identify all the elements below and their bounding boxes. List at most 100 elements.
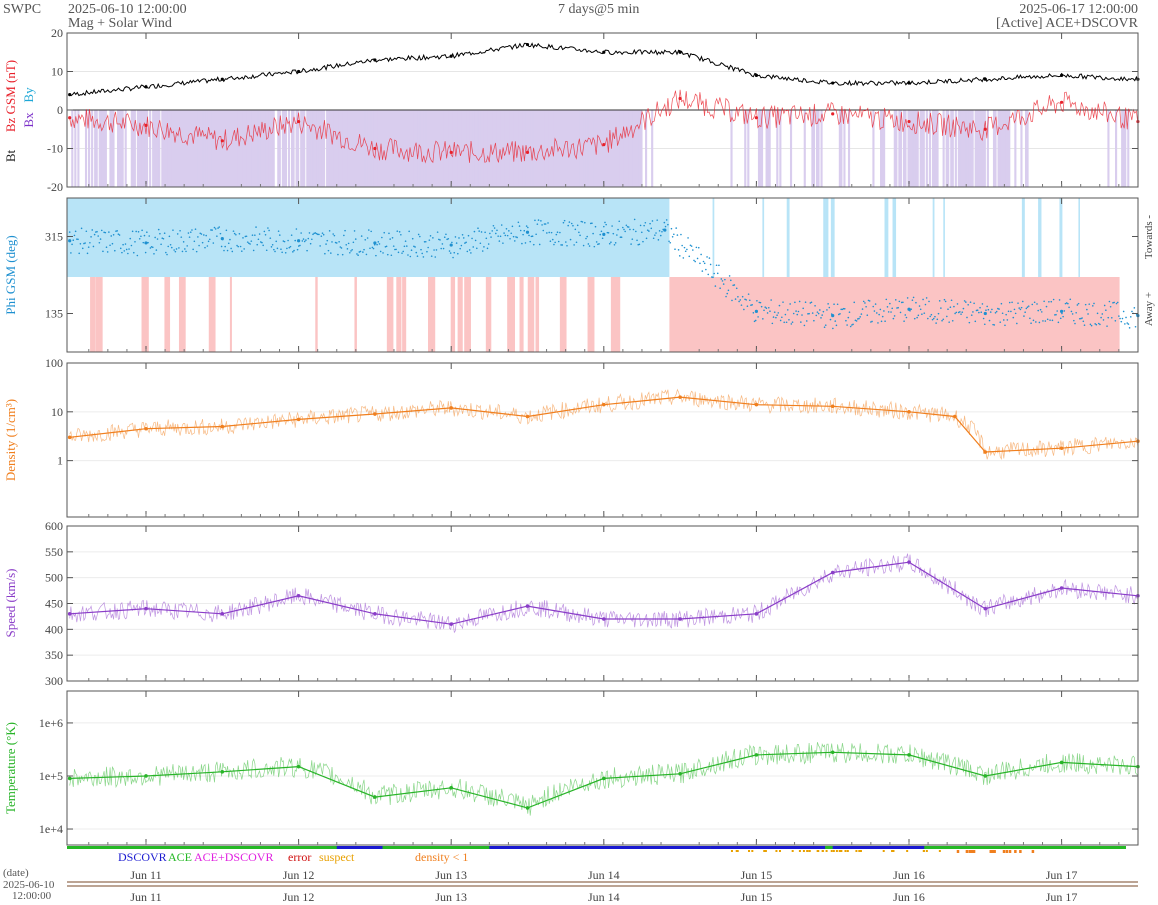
bz-south-shade (1026, 110, 1029, 187)
legend-density-lt1: density < 1 (415, 850, 469, 864)
phi-noise (826, 309, 828, 311)
phi-noise (240, 250, 243, 252)
bz-south-shade (252, 110, 255, 187)
bz-south-shade (196, 110, 199, 187)
phi-noise (223, 249, 225, 252)
phi-noise (289, 245, 292, 248)
bz-south-shade (812, 110, 815, 187)
bt-point (907, 81, 911, 85)
phi-noise (813, 319, 815, 322)
phi-noise (918, 305, 921, 307)
phi-noise (1014, 312, 1017, 315)
phi-noise (343, 234, 345, 237)
phi-noise (198, 244, 200, 247)
bz-south-shade (300, 110, 303, 187)
bz-south-shade (599, 110, 602, 187)
bz-south-shade (931, 110, 935, 187)
suspect-mark (922, 850, 925, 852)
bz-south-shade (142, 110, 146, 187)
phi-noise (853, 301, 856, 304)
bz-south-shade (242, 110, 245, 187)
phi-noise (1065, 302, 1068, 304)
phi-noise (522, 233, 524, 236)
phi-noise (71, 243, 73, 246)
speed-point (525, 604, 530, 608)
bz-south-shade (141, 110, 144, 187)
away-flip (587, 277, 592, 352)
phi-noise (1042, 320, 1044, 322)
phi-noise (178, 247, 180, 249)
phi-noise (261, 241, 263, 244)
phi-noise (296, 248, 299, 251)
phi-point (831, 314, 835, 318)
bz-south-shade (292, 110, 295, 187)
away-flip (164, 277, 171, 352)
bz-south-shade (425, 110, 428, 187)
phi-noise (544, 223, 547, 225)
phi-noise (803, 324, 806, 327)
bz-south-shade (332, 110, 335, 187)
bz-south-shade (445, 110, 448, 187)
phi-noise (525, 225, 528, 227)
phi-noise (917, 314, 920, 317)
phi-noise (725, 295, 727, 298)
phi-noise (248, 242, 250, 245)
bz-south-shade (377, 110, 381, 187)
bz-south-shade (352, 110, 355, 187)
towards-flip (892, 198, 897, 277)
phi-noise (535, 233, 537, 236)
towards-flip (1059, 198, 1063, 277)
phi-noise (720, 278, 723, 280)
suspect-mark (906, 850, 909, 852)
phi-noise (555, 233, 558, 236)
phi-noise (735, 287, 738, 290)
phi-noise (872, 305, 875, 308)
bz-south-shade (405, 110, 408, 187)
phi-noise (491, 230, 494, 232)
phi-noise (325, 243, 327, 245)
bz-south-shade (588, 110, 591, 187)
bz-south-shade (637, 110, 640, 187)
phi-point (1060, 309, 1064, 313)
phi-noise (1058, 299, 1061, 301)
bz-south-shade (486, 110, 489, 187)
y-tick-label: 135 (45, 307, 63, 321)
phi-noise (911, 299, 914, 301)
x-tick-label-top: Jun 13 (435, 868, 467, 882)
phi-noise (256, 243, 259, 246)
phi-noise (983, 323, 986, 326)
phi-noise (467, 234, 470, 237)
phi-noise (504, 234, 507, 237)
bz-south-shade (390, 110, 393, 187)
bz-south-shade (803, 110, 806, 187)
phi-noise (143, 234, 146, 237)
bz-south-shade (265, 110, 268, 187)
phi-noise (1131, 310, 1133, 313)
phi-noise (773, 311, 776, 313)
y-tick-label: 1 (57, 454, 63, 468)
bz-south-shade (251, 110, 254, 187)
density-point (373, 412, 377, 416)
phi-noise (925, 297, 928, 299)
bz-south-shade (406, 110, 410, 187)
phi-noise (542, 229, 545, 232)
phi-noise (824, 324, 827, 326)
phi-noise (146, 231, 148, 233)
phi-noise (477, 227, 479, 230)
phi-noise (603, 225, 605, 228)
phi-noise (847, 316, 850, 319)
phi-noise (665, 219, 668, 221)
bz-south-shade (112, 110, 115, 187)
phi-noise (1024, 311, 1026, 313)
phi-noise (845, 319, 847, 322)
phi-noise (861, 308, 864, 310)
phi-noise (621, 226, 624, 229)
bz-south-shade (393, 110, 396, 187)
panel-frame-5 (66, 690, 1139, 846)
phi-noise (1061, 312, 1063, 315)
phi-noise (658, 230, 661, 232)
bz-south-shade (913, 110, 916, 187)
phi-noise (394, 248, 396, 251)
bz-south-shade (616, 110, 619, 187)
bz-south-shade (1006, 110, 1009, 187)
